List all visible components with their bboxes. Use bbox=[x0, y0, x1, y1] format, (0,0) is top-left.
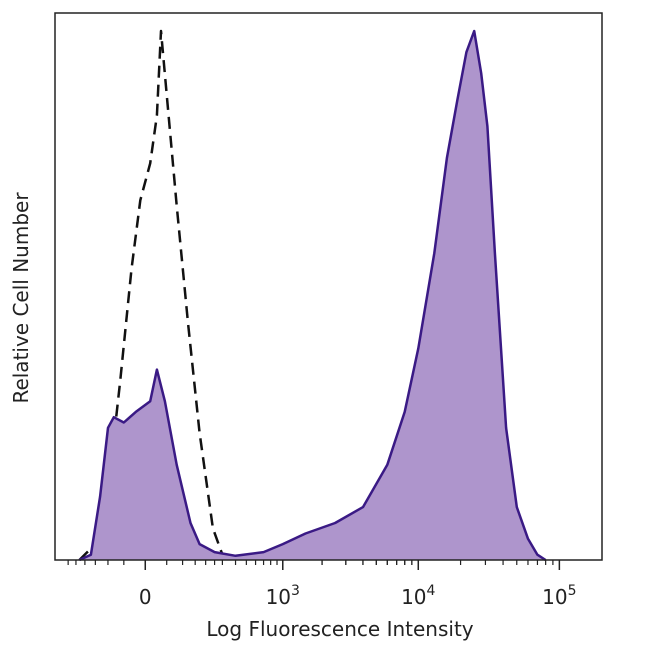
x-tick-label: 103 bbox=[266, 583, 300, 609]
y-axis-label: Relative Cell Number bbox=[9, 192, 33, 404]
marks-layer bbox=[78, 29, 547, 562]
x-tick-label: 104 bbox=[401, 583, 435, 609]
stained-histogram-fill bbox=[79, 31, 546, 560]
ticks-layer: 0 103 104 105 bbox=[67, 560, 577, 609]
x-tick-label: 0 bbox=[139, 585, 152, 609]
x-tick-label: 105 bbox=[542, 583, 576, 609]
plot-frame bbox=[54, 12, 603, 561]
x-axis-label: Log Fluorescence Intensity bbox=[206, 617, 473, 641]
stained-histogram-line bbox=[78, 29, 547, 562]
control-histogram-dashed-line bbox=[78, 29, 232, 562]
